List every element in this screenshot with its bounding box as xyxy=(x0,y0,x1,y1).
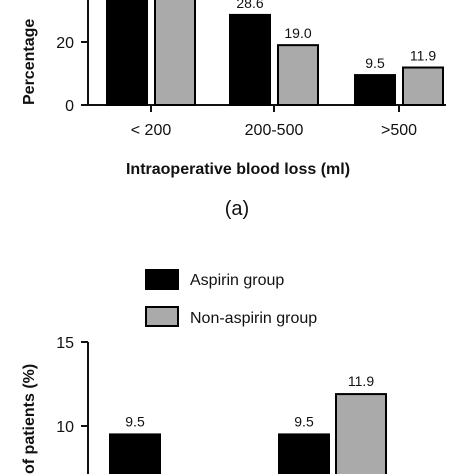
panel-b-y-tick-label-15: 15 xyxy=(56,335,74,352)
panel-b-y-axis-label: of patients (%) xyxy=(21,364,38,474)
panel-a-data-label-aspirin-1: 28.6 xyxy=(236,0,263,11)
legend-label-aspirin: Aspirin group xyxy=(190,272,284,289)
legend-swatch-aspirin xyxy=(145,269,179,290)
panel-a-bar-non-aspirin-0 xyxy=(154,0,196,106)
panel-b-data-label-non-aspirin-1: 11.9 xyxy=(348,373,374,389)
panel-a-y-axis-label: Percentage xyxy=(21,19,38,105)
panel-a-data-label-non-aspirin-2: 11.9 xyxy=(410,48,436,64)
panel-b-data-label-aspirin-1: 9.5 xyxy=(294,413,314,429)
panel-a-bar-aspirin-0 xyxy=(106,0,148,106)
panel-b-y-tick-label-10: 10 xyxy=(56,419,74,436)
panel-a-bar-non-aspirin-2 xyxy=(402,66,444,106)
panel-b-bar-aspirin-0 xyxy=(109,433,161,474)
panel-a-category-label-1: 200-500 xyxy=(245,122,304,139)
panel-b-data-label-aspirin-0: 9.5 xyxy=(125,413,145,429)
panel-b-chart: Aspirin group Non-aspirin group of patie… xyxy=(21,269,387,474)
panel-b-bar-non-aspirin-1 xyxy=(335,393,387,474)
panel-a-category-label-0: < 200 xyxy=(131,122,172,139)
panel-a-data-label-aspirin-2: 9.5 xyxy=(365,55,385,71)
panel-a-x-axis-label: Intraoperative blood loss (ml) xyxy=(126,161,350,178)
panel-a-bar-aspirin-1 xyxy=(229,13,271,106)
panel-a-chart: Percentage 0 20 28.6 19.0 9.5 11.9 < 200 200… xyxy=(21,0,446,220)
legend-label-non-aspirin: Non-aspirin group xyxy=(190,310,317,327)
panel-a-bar-non-aspirin-1 xyxy=(277,44,319,106)
panel-a-bar-aspirin-2 xyxy=(354,74,396,106)
panel-a-category-label-2: >500 xyxy=(381,122,417,139)
panel-a-y-tick-label-20: 20 xyxy=(56,35,74,52)
panel-b-bar-aspirin-1 xyxy=(278,433,330,474)
panel-a-y-tick-label-0: 0 xyxy=(65,98,74,115)
legend-swatch-non-aspirin xyxy=(145,306,179,327)
panel-a-caption: (a) xyxy=(225,198,249,220)
panel-a-data-label-non-aspirin-1: 19.0 xyxy=(284,25,311,41)
